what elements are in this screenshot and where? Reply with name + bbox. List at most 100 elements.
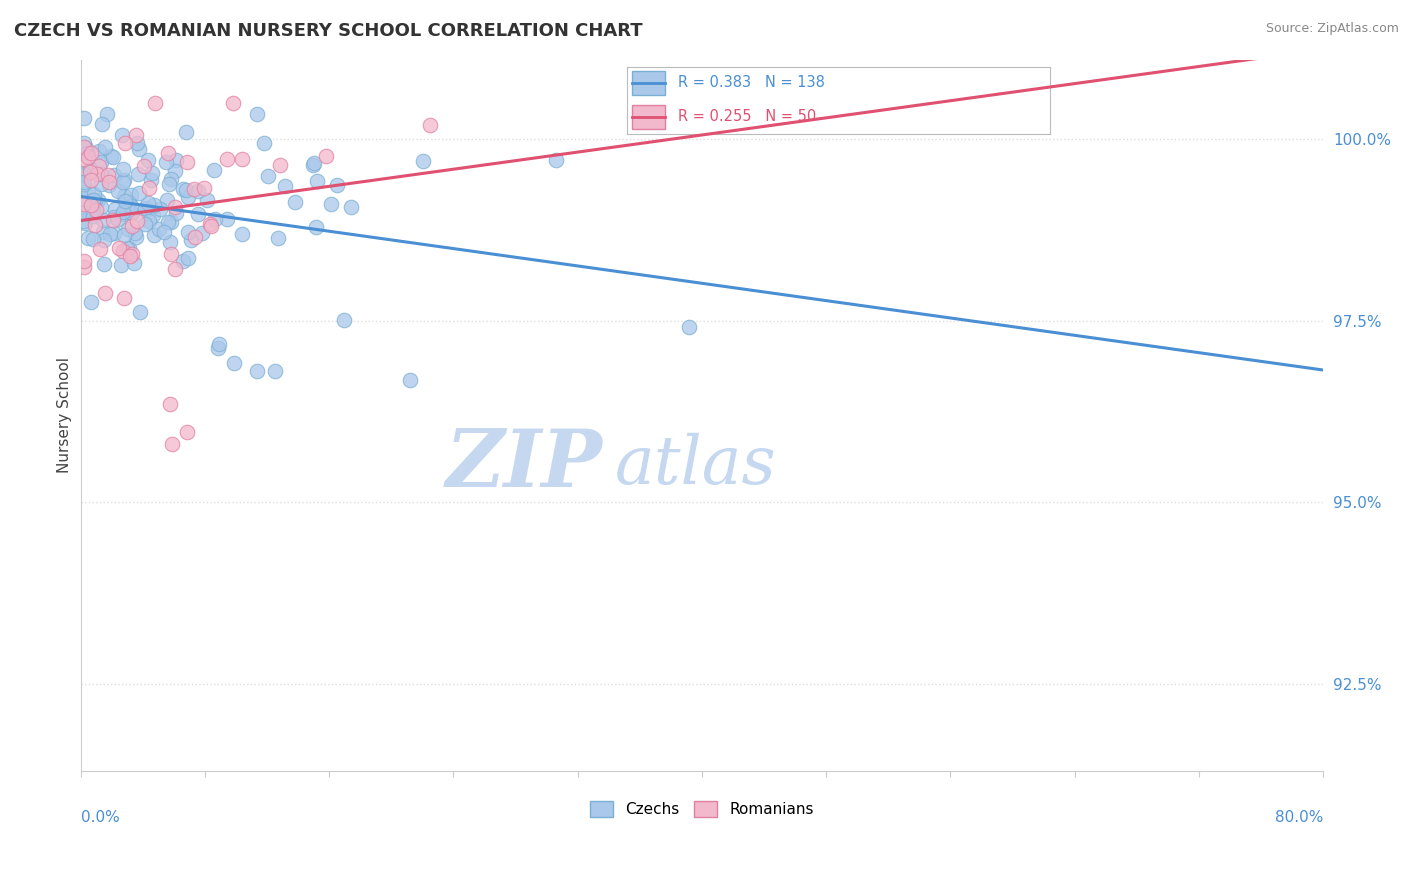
Point: [100, 149, 122, 163]
Point: [253, 136, 276, 150]
Point: [89, 243, 111, 257]
Point: [82, 209, 104, 223]
Point: [76, 145, 98, 160]
Point: [83, 187, 105, 202]
Point: [183, 182, 205, 196]
Point: [75, 141, 97, 155]
Point: [143, 198, 166, 212]
Point: [163, 164, 186, 178]
Point: [112, 173, 135, 187]
Point: [82, 196, 104, 211]
Point: [77, 150, 100, 164]
Point: [107, 211, 129, 226]
Point: [125, 214, 148, 228]
Point: [94, 286, 117, 301]
Text: CZECH VS ROMANIAN NURSERY SCHOOL CORRELATION CHART: CZECH VS ROMANIAN NURSERY SCHOOL CORRELA…: [14, 22, 643, 40]
Point: [273, 178, 295, 193]
Point: [138, 181, 160, 195]
Point: [80, 198, 103, 212]
Point: [305, 220, 328, 235]
Point: [84, 219, 107, 233]
Point: [156, 193, 179, 207]
Point: [136, 153, 159, 167]
Point: [72, 175, 94, 189]
Point: [177, 190, 200, 204]
Point: [98, 178, 121, 192]
Point: [103, 226, 125, 240]
Point: [103, 168, 125, 182]
Point: [124, 226, 146, 240]
Point: [80, 207, 103, 221]
Point: [180, 233, 202, 247]
Point: [207, 341, 229, 355]
Point: [91, 117, 114, 131]
Point: [114, 194, 136, 208]
Point: [172, 182, 194, 196]
Point: [93, 258, 115, 272]
Point: [121, 219, 143, 234]
Point: [112, 227, 135, 242]
Point: [246, 364, 269, 378]
Point: [187, 207, 209, 221]
Point: [79, 165, 101, 179]
Point: [72, 260, 94, 274]
Point: [79, 161, 101, 176]
Point: [176, 425, 198, 439]
Point: [84, 203, 107, 218]
Point: [184, 230, 207, 244]
Point: [138, 214, 160, 228]
Point: [111, 207, 134, 221]
Point: [302, 156, 325, 170]
Point: [134, 202, 156, 216]
Point: [127, 167, 149, 181]
Point: [91, 213, 114, 227]
Point: [72, 197, 94, 211]
Point: [111, 175, 134, 189]
Point: [202, 163, 225, 178]
Point: [177, 252, 200, 266]
Point: [72, 153, 94, 167]
Point: [79, 162, 101, 177]
Point: [157, 145, 180, 160]
Point: [111, 244, 134, 258]
Point: [139, 172, 162, 186]
Point: [160, 172, 183, 186]
Point: [120, 249, 142, 263]
Point: [215, 212, 238, 227]
Point: [302, 157, 325, 171]
Point: [72, 136, 94, 150]
Point: [121, 206, 143, 220]
Text: atlas: atlas: [614, 433, 776, 498]
Point: [176, 225, 198, 239]
Point: [200, 219, 222, 233]
Point: [72, 167, 94, 181]
Point: [160, 246, 183, 260]
Point: [419, 118, 441, 132]
Point: [333, 313, 356, 327]
Point: [190, 226, 212, 240]
Point: [124, 128, 146, 142]
Point: [200, 217, 222, 231]
Point: [110, 258, 132, 272]
Point: [305, 174, 328, 188]
Point: [87, 145, 110, 159]
Point: [157, 178, 180, 192]
Point: [72, 177, 94, 191]
Point: [222, 96, 245, 111]
Point: [103, 202, 125, 216]
Point: [72, 214, 94, 228]
Point: [340, 200, 363, 214]
Point: [193, 181, 215, 195]
Point: [82, 193, 104, 207]
Point: [208, 337, 231, 351]
Point: [269, 158, 291, 172]
Point: [231, 227, 253, 242]
Point: [90, 177, 112, 191]
Point: [315, 148, 337, 162]
Point: [73, 140, 96, 154]
Point: [107, 241, 129, 255]
Point: [117, 222, 139, 236]
Point: [176, 154, 198, 169]
Point: [160, 437, 183, 451]
Point: [174, 125, 197, 139]
